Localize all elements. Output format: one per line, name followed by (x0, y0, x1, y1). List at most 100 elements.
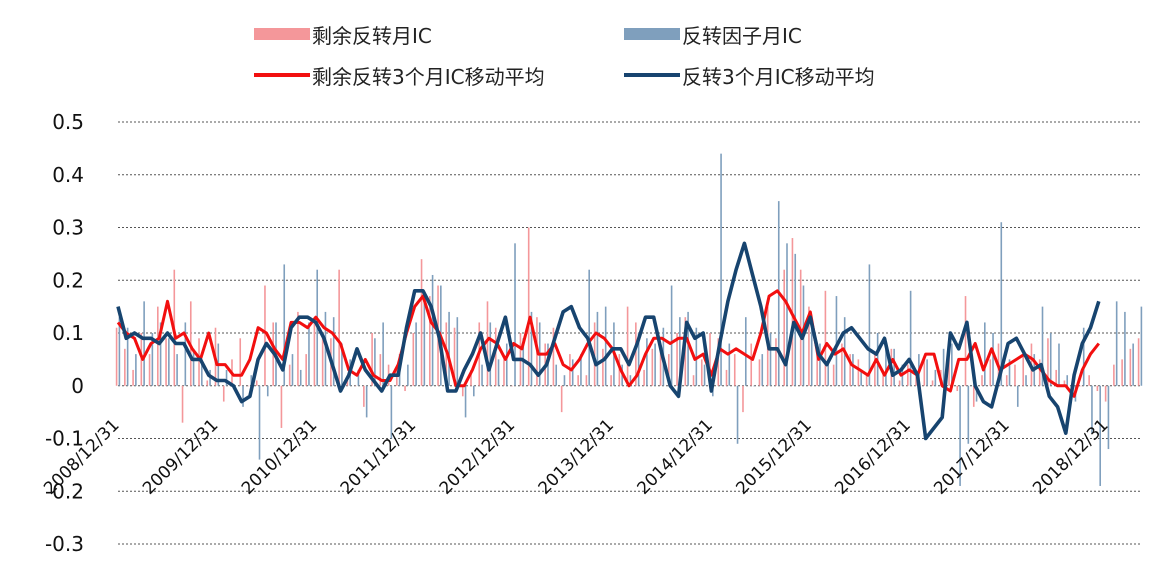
reversal-ic-bar (159, 322, 162, 386)
x-tick-label: 2016/12/31 (831, 415, 914, 498)
residual-ic-bar (585, 375, 588, 386)
residual-ic-bar (1096, 385, 1099, 392)
reversal-ic-bar (827, 359, 830, 386)
reversal-ic-bar (308, 322, 310, 386)
residual-ic-bar (989, 359, 992, 386)
residual-ic-bar (1055, 369, 1057, 386)
residual-ic-bar (1121, 359, 1123, 386)
residual-ic-bar (1088, 375, 1090, 386)
reversal-ic-bar (571, 359, 574, 386)
reversal-ic-bar (885, 343, 887, 386)
reversal-ic-bar (1025, 375, 1027, 386)
reversal-ic-bar (580, 354, 582, 386)
reversal-ic-bar (604, 306, 607, 386)
reversal-ic-bar (118, 317, 121, 386)
reversal-ic-bar (299, 369, 302, 386)
residual-ic-bar (313, 317, 316, 386)
reversal-ic-bar (1041, 306, 1044, 386)
reversal-ic-bar (967, 385, 970, 444)
residual-ic-bar (626, 306, 629, 386)
reversal-ic-bar (192, 348, 195, 386)
residual-ic-bar (379, 354, 382, 386)
residual-ic-bar (923, 359, 926, 386)
reversal-ic-bar (629, 375, 632, 386)
reversal-ic-bar (951, 343, 953, 386)
reversal-ic-bar (225, 369, 228, 386)
x-tick-label: 2014/12/31 (634, 415, 717, 498)
reversal-ic-bar (341, 343, 343, 386)
reversal-ic-bar (1000, 222, 1003, 386)
residual-ic-bar (857, 359, 860, 386)
residual-ic-bar (239, 338, 242, 386)
residual-ic-bar (865, 375, 868, 386)
residual-ic-bar (882, 369, 884, 386)
residual-ic-bar (849, 354, 851, 386)
residual-ic-bar (1022, 354, 1025, 386)
residual-ic-bar (1063, 380, 1066, 386)
reversal-ic-bar (670, 285, 673, 386)
residual-ic-bar (659, 343, 662, 386)
legend-swatch (624, 28, 680, 40)
reversal-ic-bar (357, 369, 360, 386)
residual-ic-bar (428, 296, 431, 386)
reversal-ic-bar (769, 333, 772, 386)
y-tick-label: 0.2 (52, 268, 84, 292)
reversal-ic-bar (1132, 343, 1134, 386)
residual-ic-bar (874, 354, 876, 386)
reversal-ic-bar (530, 311, 533, 386)
reversal-ic-bar (135, 354, 137, 386)
x-tick-label: 2011/12/31 (337, 415, 420, 498)
reversal-ic-bar (431, 274, 434, 386)
residual-ic-bar (725, 369, 728, 386)
reversal-ic-bar (497, 359, 500, 386)
legend-swatch (254, 28, 310, 40)
residual-ic-bar (264, 285, 266, 386)
y-tick-label: -0.2 (45, 479, 84, 503)
residual-ic-bar (288, 364, 291, 386)
residual-ic-bar (700, 359, 703, 386)
reversal-ic-bar (720, 153, 722, 386)
residual-ic-bar (635, 322, 637, 386)
residual-ic-bar (206, 380, 209, 386)
reversal-ic-bar (687, 311, 689, 386)
reversal-ic-bar (407, 364, 409, 386)
residual-ic-bar (181, 385, 184, 423)
residual-ic-bar (486, 301, 489, 386)
x-tick-label: 2009/12/31 (139, 415, 222, 498)
residual-ic-bar (758, 359, 761, 386)
y-tick-label: 0 (71, 374, 84, 398)
reversal-ic-bar (860, 369, 862, 386)
residual-ic-bar (841, 343, 843, 386)
residual-ic-bar (981, 375, 983, 386)
gridlines (118, 121, 1140, 545)
reversal-ic-bar (1008, 359, 1011, 386)
reversal-ic-bar (819, 343, 821, 386)
reversal-ic-bar (736, 385, 739, 444)
residual-ic-bar (560, 385, 563, 413)
reversal-ic-bar (753, 385, 755, 387)
reversal-ic-bar (382, 322, 384, 386)
line-series (116, 241, 1101, 441)
residual-ic-bar (338, 269, 340, 386)
y-tick-label: -0.3 (45, 532, 84, 556)
reversal-ic-bar (679, 317, 681, 386)
reversal-ic-bar (266, 385, 269, 397)
residual-ic-bar (1080, 385, 1082, 387)
residual-ic-bar (494, 327, 497, 386)
reversal-ic-bar (1140, 306, 1143, 386)
residual-ic-bar (676, 333, 678, 386)
residual-ic-bar (461, 385, 464, 397)
residual-ic-bar (898, 380, 901, 386)
residual-ic-bar (750, 343, 753, 386)
reversal-ic-bar (415, 322, 417, 386)
reversal-ic-bar (728, 343, 731, 386)
reversal-ic-bar (283, 264, 286, 386)
residual-ic-bar (692, 375, 695, 386)
reversal-ic-bar (390, 385, 393, 439)
residual-ic-bar (1047, 338, 1049, 386)
reversal-ic-bar (291, 354, 294, 386)
residual-ic-bar (1113, 364, 1115, 386)
reversal-ic-bar (959, 385, 961, 486)
reversal-ic-bar (151, 333, 154, 386)
residual-ic-bar (157, 306, 159, 386)
